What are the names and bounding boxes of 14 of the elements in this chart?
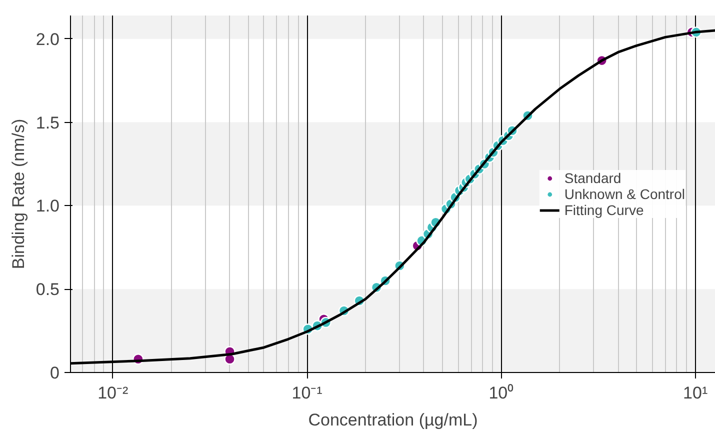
y-tick-label: 2.0 <box>36 30 60 49</box>
x-tick-label: 10⁰ <box>488 384 514 402</box>
x-tick-label: 10¹ <box>683 384 708 402</box>
legend-label: Unknown & Control <box>564 186 685 202</box>
x-tick-label: 10⁻¹ <box>292 384 323 402</box>
y-tick-label: 0 <box>50 364 60 382</box>
y-tick-label: 1.5 <box>36 113 60 132</box>
legend-label: Standard <box>564 170 622 186</box>
y-axis-title: Binding Rate (nm/s) <box>8 118 28 270</box>
y-tick-label: 0.5 <box>36 280 60 300</box>
y-tick-label: 1.0 <box>36 196 60 216</box>
x-tick-label: 10⁻² <box>98 384 128 402</box>
x-axis-title: Concentration (µg/mL) <box>308 410 478 430</box>
legend-label: Fitting Curve <box>564 202 644 218</box>
